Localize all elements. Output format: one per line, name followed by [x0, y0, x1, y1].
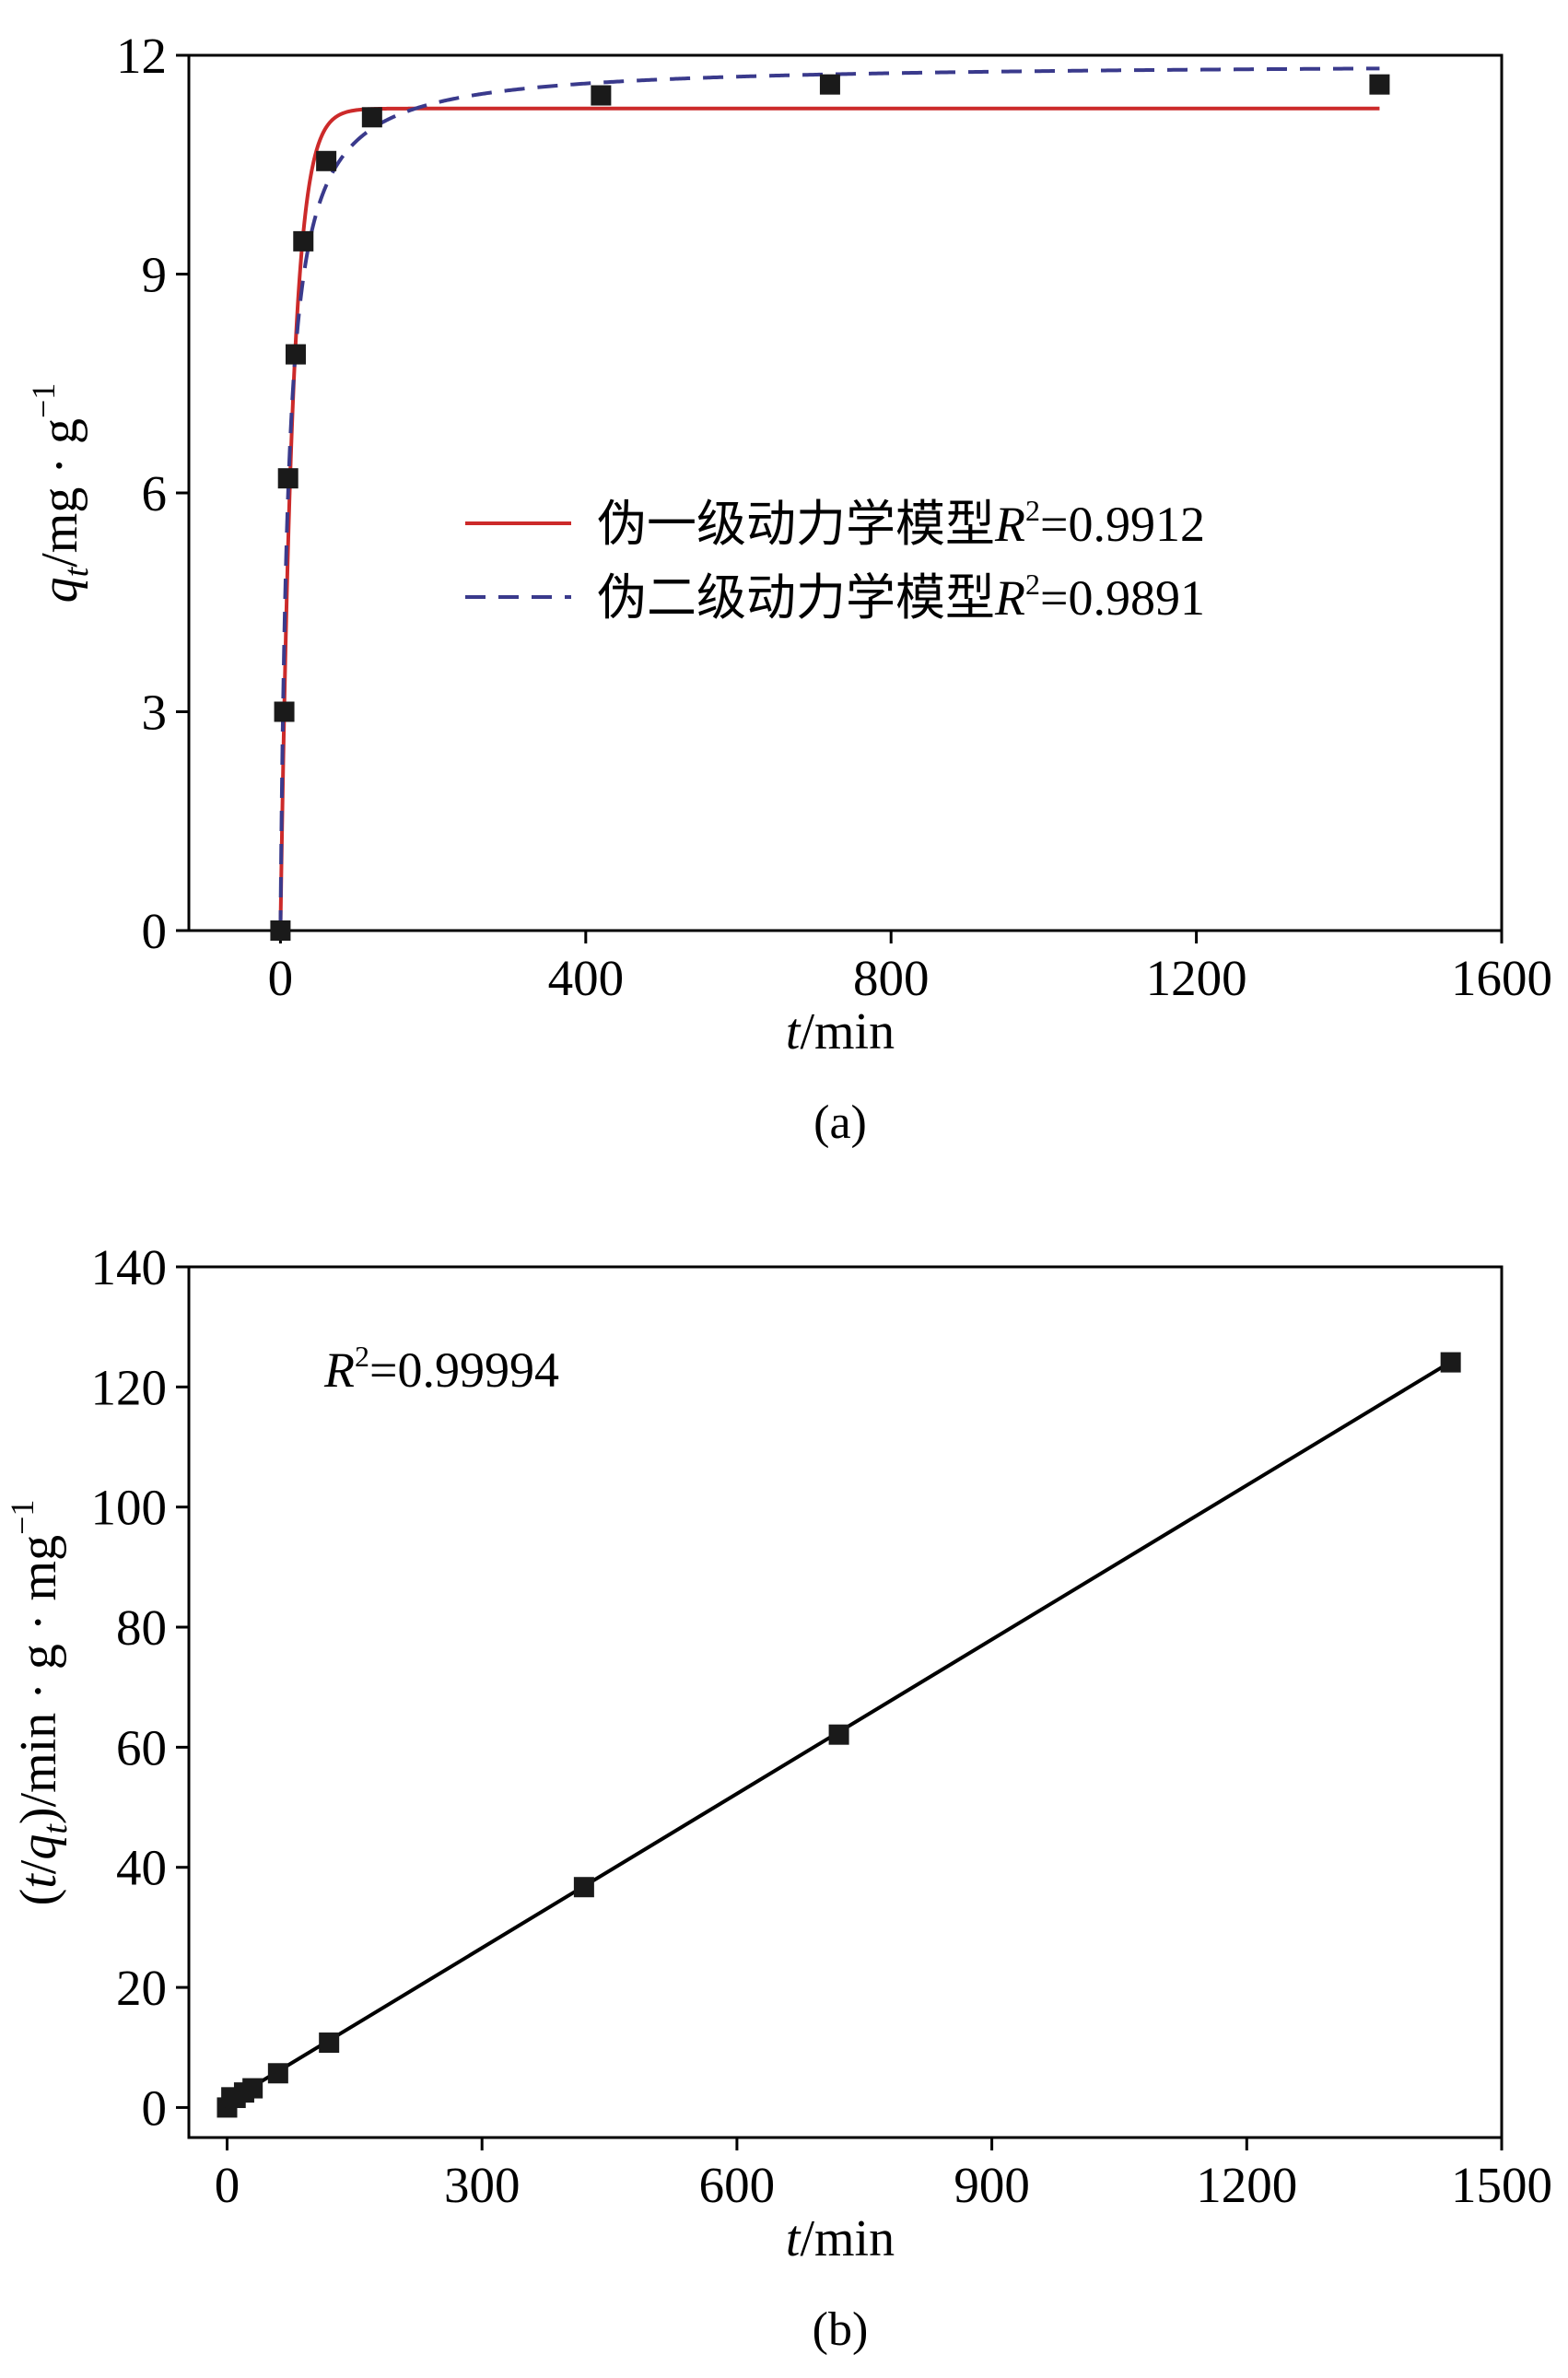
- chart-b-data-point: [242, 2078, 263, 2099]
- chart-b-y-tick-label: 0: [142, 2079, 168, 2136]
- chart-a-data-point: [819, 74, 840, 95]
- chart-b-r2-annotation: R2=0.99994: [323, 1340, 559, 1398]
- chart-a-x-tick-label: 1200: [1146, 950, 1247, 1006]
- chart-a-y-tick-label: 6: [142, 465, 168, 521]
- chart-a-plot-frame: [187, 53, 1504, 932]
- chart-b-data-point: [319, 2032, 340, 2054]
- legend-label-pso: 伪二级动力学模型R2=0.9891: [597, 568, 1205, 626]
- chart-b-panel-label: (b): [813, 2303, 869, 2356]
- chart-b-x-tick-label: 300: [444, 2157, 521, 2213]
- chart-a-x-tick-label: 400: [548, 950, 625, 1006]
- chart-b-plot-frame: [187, 1265, 1504, 2139]
- chart-a-legend: 伪一级动力学模型R2=0.9912 伪二级动力学模型R2=0.9891: [465, 494, 1205, 626]
- chart-b-x-tick-label: 1500: [1451, 2157, 1552, 2213]
- chart-b-data-point: [1440, 1352, 1461, 1373]
- chart-a-data-point: [1369, 74, 1390, 95]
- chart-a-y-tick-label: 3: [142, 685, 168, 741]
- chart-a-data-point: [270, 920, 291, 941]
- chart-b-data-point: [267, 2063, 288, 2084]
- chart-a-panel-label: (a): [813, 1096, 867, 1149]
- chart-a-y-tick-label: 0: [142, 903, 168, 959]
- chart-b-data-point: [828, 1724, 849, 1745]
- chart-b-y-tick-label: 140: [91, 1239, 168, 1295]
- chart-a-data-point: [285, 344, 306, 365]
- chart-b-data-point: [573, 1877, 594, 1898]
- chart-b-y-tick-label: 100: [91, 1480, 168, 1536]
- chart-a-data-point: [274, 701, 295, 722]
- chart-a-fit-line-1: [278, 106, 1380, 931]
- chart-a-x-tick-label: 0: [268, 950, 294, 1006]
- chart-b-y-tick-label: 40: [116, 1840, 167, 1896]
- chart-b-ticks: 0 300 600 900 1200 1500 0 20 40 60 80 100 120 140: [91, 1239, 1553, 2213]
- chart-a-data-point: [361, 107, 382, 128]
- chart-b-x-axis-title: t/min: [786, 2210, 895, 2267]
- chart-a-y-axis-title: qt/mg · g−1: [25, 383, 96, 603]
- chart-a-y-tick-label: 12: [116, 28, 167, 84]
- chart-b-x-tick-label: 0: [215, 2157, 240, 2213]
- chart-b-y-tick-label: 60: [116, 1719, 167, 1775]
- chart-a-ticks: 0 400 800 1200 1600 0 3 6 9 12: [116, 28, 1552, 1006]
- chart-b: 0 300 600 900 1200 1500 0 20 40 60 80 100 120 140 R2=…: [4, 1239, 1552, 2356]
- chart-a-data-points: [270, 74, 1390, 941]
- chart-b-data-points: [216, 1352, 1461, 2118]
- chart-b-y-tick-label: 80: [116, 1599, 167, 1656]
- chart-a-data-point: [591, 85, 612, 106]
- chart-b-y-axis-title: (t/qt)/min · g · mg−1: [4, 1500, 75, 1906]
- chart-b-x-tick-label: 1200: [1196, 2157, 1297, 2213]
- legend-label-pfo: 伪一级动力学模型R2=0.9912: [597, 494, 1205, 552]
- chart-a-x-tick-label: 1600: [1451, 950, 1552, 1006]
- chart-a-data-point: [293, 230, 314, 252]
- chart-a-y-tick-label: 9: [142, 247, 168, 303]
- chart-a-data-point: [277, 468, 298, 489]
- chart-a-data-point: [316, 150, 337, 171]
- chart-a-x-tick-label: 800: [853, 950, 930, 1006]
- chart-b-y-tick-label: 120: [91, 1359, 168, 1415]
- chart-b-x-tick-label: 900: [954, 2157, 1030, 2213]
- chart-a: 0 400 800 1200 1600 0 3 6 9 12 伪一级动力学模型R2=0.9912 …: [25, 28, 1552, 1149]
- chart-b-x-tick-label: 600: [699, 2157, 776, 2213]
- chart-b-y-tick-label: 20: [116, 1960, 167, 2016]
- chart-a-x-axis-title: t/min: [786, 1003, 895, 1060]
